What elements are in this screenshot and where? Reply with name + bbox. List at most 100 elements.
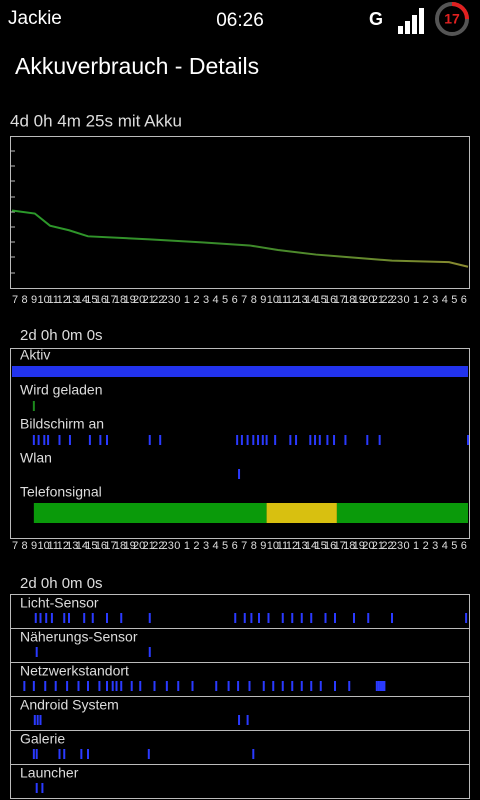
row-label: Netzwerkstandort [20, 663, 129, 679]
hour-label: 1 [184, 294, 190, 306]
segment [12, 366, 468, 377]
hour-label: 8 [251, 540, 257, 552]
hour-label: 5 [222, 294, 228, 306]
row-label: Android System [20, 697, 119, 713]
hour-label: 3 [203, 540, 209, 552]
hour-label: 20 [133, 294, 145, 306]
battery-level [451, 2, 469, 20]
hour-label: 9 [260, 294, 266, 306]
hour-label: 0 [403, 540, 409, 552]
hour-label: 22 [381, 540, 393, 552]
hour-label: 9 [260, 540, 266, 552]
hour-label: 11 [277, 294, 288, 306]
signal-icon [398, 8, 424, 34]
usage-label: 2d 0h 0m 0s [20, 327, 103, 344]
hour-label: 17 [334, 540, 346, 552]
hour-label: 21 [143, 540, 155, 552]
hour-label: 23 [162, 540, 174, 552]
hour-label: 11 [277, 540, 288, 552]
segment [336, 503, 468, 523]
hour-label: 10 [38, 540, 50, 552]
hour-label: 9 [31, 294, 37, 306]
row-label: Telefonsignal [20, 484, 102, 500]
hour-label: 6 [461, 294, 467, 306]
hour-label: 2 [423, 294, 429, 306]
hour-label: 8 [21, 294, 27, 306]
hour-label: 2 [423, 540, 429, 552]
hour-label: 17 [104, 294, 116, 306]
hour-label: 7 [241, 294, 247, 306]
hour-label: 11 [47, 540, 58, 552]
hour-label: 6 [461, 540, 467, 552]
row-label: Wlan [20, 450, 52, 466]
row-label: Näherungs-Sensor [20, 629, 138, 645]
hour-label: 7 [241, 540, 247, 552]
row-label: Licht-Sensor [20, 595, 99, 611]
hour-label: 2 [193, 294, 199, 306]
hour-label: 3 [203, 294, 209, 306]
hour-label: 0 [403, 294, 409, 306]
hour-label: 3 [432, 540, 438, 552]
hour-label: 19 [353, 540, 365, 552]
hour-label: 1 [413, 540, 419, 552]
hour-label: 19 [123, 540, 135, 552]
hour-label: 9 [31, 540, 37, 552]
hour-label: 7 [12, 540, 18, 552]
usage-box [10, 348, 470, 539]
y-ticks [10, 150, 15, 274]
user-name: Jackie [8, 8, 62, 29]
clock: 06:26 [216, 10, 264, 31]
hour-label: 6 [232, 540, 238, 552]
hour-label: 17 [334, 294, 346, 306]
page-title: Akkuverbrauch - Details [15, 53, 259, 79]
hour-label: 21 [372, 294, 384, 306]
hour-label: 16 [324, 294, 336, 306]
hour-label: 14 [76, 294, 88, 306]
hour-label: 23 [391, 294, 403, 306]
battery-text: 17 [444, 11, 460, 27]
hour-label: 5 [451, 294, 457, 306]
hour-label: 18 [114, 540, 126, 552]
row-box [10, 764, 470, 799]
battery-label: 4d 0h 4m 25s mit Akku [10, 111, 182, 130]
hour-label: 1 [413, 294, 419, 306]
hour-label: 15 [314, 294, 326, 306]
hour-label: 21 [143, 294, 155, 306]
hour-label: 8 [251, 294, 257, 306]
segment [266, 503, 337, 523]
hour-label: 10 [267, 294, 279, 306]
hour-label: 20 [362, 540, 374, 552]
hour-label: 20 [362, 294, 374, 306]
hour-label: 12 [286, 540, 298, 552]
network-type: G [369, 9, 383, 29]
hour-label: 12 [57, 540, 69, 552]
hour-label: 16 [95, 540, 107, 552]
hour-label: 18 [114, 294, 126, 306]
hour-label: 14 [305, 294, 317, 306]
hour-label: 10 [38, 294, 50, 306]
hour-label: 13 [295, 294, 307, 306]
hour-label: 23 [162, 294, 174, 306]
hour-label: 4 [442, 540, 448, 552]
hour-label: 6 [232, 294, 238, 306]
hour-label: 22 [152, 294, 164, 306]
hour-label: 7 [12, 294, 18, 306]
hour-label: 19 [353, 294, 365, 306]
hour-label: 18 [343, 540, 355, 552]
hour-label: 12 [57, 294, 69, 306]
hour-label: 15 [314, 540, 326, 552]
hour-label: 0 [174, 540, 180, 552]
hour-label: 18 [343, 294, 355, 306]
hour-label: 23 [391, 540, 403, 552]
hour-label: 13 [66, 540, 78, 552]
hour-label: 14 [305, 540, 317, 552]
app-label: 2d 0h 0m 0s [20, 575, 103, 592]
hour-label: 15 [85, 294, 97, 306]
hour-label: 2 [193, 540, 199, 552]
hour-label: 16 [324, 540, 336, 552]
hour-label: 13 [66, 294, 78, 306]
hour-label: 19 [123, 294, 135, 306]
hour-label: 22 [152, 540, 164, 552]
hour-label: 3 [432, 294, 438, 306]
